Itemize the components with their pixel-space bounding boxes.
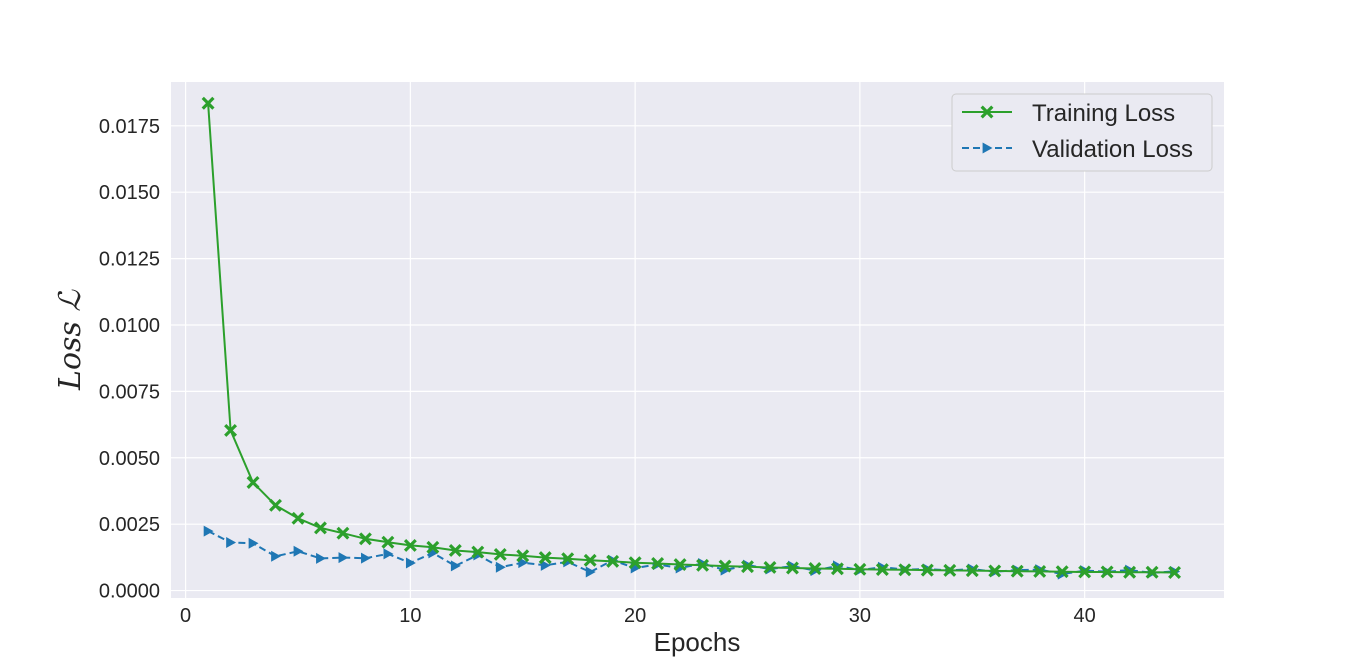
- data-point-marker: [381, 535, 395, 549]
- y-tick-label: 0.0100: [99, 315, 160, 337]
- data-point-marker: [1100, 565, 1114, 579]
- x-tick-label: 0: [180, 605, 191, 627]
- legend-label-training: Training Loss: [1032, 100, 1175, 127]
- data-point-marker: [448, 544, 462, 557]
- data-point-marker: [830, 562, 844, 576]
- data-point-marker: [405, 557, 416, 569]
- data-point-marker: [336, 526, 350, 540]
- y-tick-label: 0.0075: [99, 381, 160, 403]
- data-point-marker: [875, 563, 889, 577]
- series-line: [207, 103, 1175, 574]
- data-point-marker: [1168, 566, 1182, 579]
- data-point-marker: [403, 538, 417, 552]
- data-point-marker: [1078, 565, 1092, 579]
- data-point-marker: [1010, 564, 1024, 578]
- data-point-marker: [561, 552, 575, 566]
- data-point-marker: [495, 561, 506, 573]
- x-tick-label: 10: [399, 605, 421, 627]
- data-point-marker: [1123, 565, 1137, 579]
- data-point-marker: [224, 423, 238, 437]
- data-point-marker: [980, 105, 994, 119]
- series-layer: [201, 96, 1182, 580]
- x-tick-labels: 0 10 20 30 40: [180, 605, 1096, 627]
- series-training-loss: [201, 96, 1182, 579]
- data-point-marker: [583, 553, 597, 567]
- y-tick-labels: 0.0000 0.0025 0.0050 0.0075 0.0100 0.0125 0.01…: [99, 116, 160, 603]
- data-point-marker: [383, 548, 394, 560]
- grid-lines: [171, 82, 1224, 598]
- x-tick-label: 20: [624, 605, 646, 627]
- legend-marker-training: [980, 105, 994, 119]
- legend-marker-validation: [982, 142, 993, 154]
- data-point-marker: [314, 521, 327, 535]
- data-point-marker: [291, 511, 305, 525]
- data-point-marker: [361, 552, 371, 564]
- data-point-marker: [943, 563, 957, 577]
- y-tick-label: 0.0050: [99, 448, 160, 470]
- data-point-marker: [271, 550, 282, 562]
- x-tick-label: 40: [1074, 605, 1096, 627]
- data-point-marker: [516, 549, 530, 563]
- x-tick-label: 30: [849, 605, 871, 627]
- data-point-marker: [988, 564, 1002, 578]
- data-point-marker: [718, 559, 732, 573]
- data-point-marker: [226, 536, 237, 548]
- data-point-marker: [585, 566, 596, 578]
- data-point-marker: [269, 498, 282, 512]
- y-axis-label: Loss ℒ: [53, 289, 88, 391]
- data-point-marker: [920, 563, 934, 577]
- data-point-marker: [808, 562, 822, 575]
- data-point-marker: [426, 540, 440, 554]
- data-point-marker: [1055, 565, 1069, 579]
- data-point-marker: [358, 532, 372, 546]
- data-point-marker: [741, 560, 754, 574]
- y-tick-label: 0.0150: [99, 182, 160, 204]
- data-point-marker: [628, 556, 642, 570]
- legend-box: [951, 93, 1213, 172]
- data-point-marker: [293, 545, 304, 557]
- data-point-marker: [203, 525, 214, 537]
- y-tick-label: 0.0025: [99, 514, 160, 536]
- data-point-marker: [248, 537, 259, 549]
- legend: Training Loss Validation Loss: [951, 93, 1213, 172]
- data-point-marker: [763, 560, 777, 574]
- y-tick-label: 0.0175: [99, 116, 160, 138]
- legend-label-validation: Validation Loss: [1032, 136, 1193, 163]
- data-point-marker: [673, 558, 687, 572]
- y-tick-label: 0.0000: [99, 581, 160, 603]
- data-point-marker: [538, 551, 552, 565]
- x-axis-label: Epochs: [654, 627, 741, 657]
- data-point-marker: [246, 476, 260, 489]
- data-point-marker: [651, 557, 665, 570]
- data-point-marker: [540, 559, 551, 571]
- data-point-marker: [1145, 565, 1159, 579]
- data-point-marker: [338, 552, 349, 564]
- data-point-marker: [316, 552, 326, 564]
- data-point-marker: [450, 560, 461, 572]
- data-point-marker: [493, 547, 507, 561]
- data-point-marker: [471, 545, 485, 559]
- data-point-marker: [696, 558, 710, 572]
- data-point-marker: [982, 142, 993, 154]
- data-point-marker: [965, 564, 979, 578]
- y-tick-label: 0.0125: [99, 249, 160, 271]
- data-point-marker: [898, 563, 912, 577]
- data-point-marker: [785, 561, 799, 575]
- data-point-marker: [201, 96, 215, 110]
- data-point-marker: [606, 554, 620, 568]
- data-point-marker: [1033, 564, 1047, 578]
- data-point-marker: [853, 562, 867, 576]
